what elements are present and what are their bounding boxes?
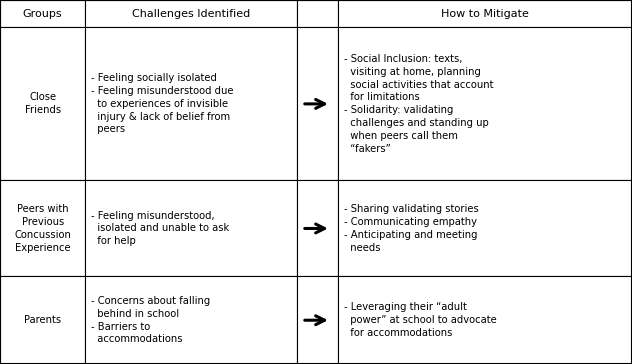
Text: - Concerns about falling
  behind in school
- Barriers to
  accommodations: - Concerns about falling behind in schoo…: [91, 296, 210, 344]
Bar: [85, 181, 297, 277]
Bar: [0, 27, 85, 181]
Text: - Feeling socially isolated
- Feeling misunderstood due
  to experiences of invi: - Feeling socially isolated - Feeling mi…: [91, 73, 234, 135]
Bar: [85, 27, 297, 181]
Text: Peers with
Previous
Concussion
Experience: Peers with Previous Concussion Experienc…: [15, 204, 71, 253]
Text: Groups: Groups: [23, 9, 63, 19]
Text: - Leveraging their “adult
  power” at school to advocate
  for accommodations: - Leveraging their “adult power” at scho…: [344, 302, 497, 338]
Text: Close
Friends: Close Friends: [25, 92, 61, 115]
Bar: [85, 277, 297, 364]
Text: Parents: Parents: [24, 315, 61, 325]
Text: Challenges Identified: Challenges Identified: [132, 9, 250, 19]
Bar: [338, 27, 632, 181]
Bar: [297, 0, 338, 27]
Bar: [0, 181, 85, 277]
Bar: [338, 0, 632, 27]
Bar: [297, 181, 338, 277]
Text: - Feeling misunderstood,
  isolated and unable to ask
  for help: - Feeling misunderstood, isolated and un…: [91, 211, 229, 246]
Bar: [338, 181, 632, 277]
Bar: [85, 0, 297, 27]
Bar: [0, 277, 85, 364]
Text: How to Mitigate: How to Mitigate: [441, 9, 529, 19]
Bar: [297, 27, 338, 181]
Bar: [338, 277, 632, 364]
Text: - Social Inclusion: texts,
  visiting at home, planning
  social activities that: - Social Inclusion: texts, visiting at h…: [344, 54, 494, 154]
Bar: [0, 0, 85, 27]
Text: - Sharing validating stories
- Communicating empathy
- Anticipating and meeting
: - Sharing validating stories - Communica…: [344, 204, 479, 253]
Bar: [297, 277, 338, 364]
